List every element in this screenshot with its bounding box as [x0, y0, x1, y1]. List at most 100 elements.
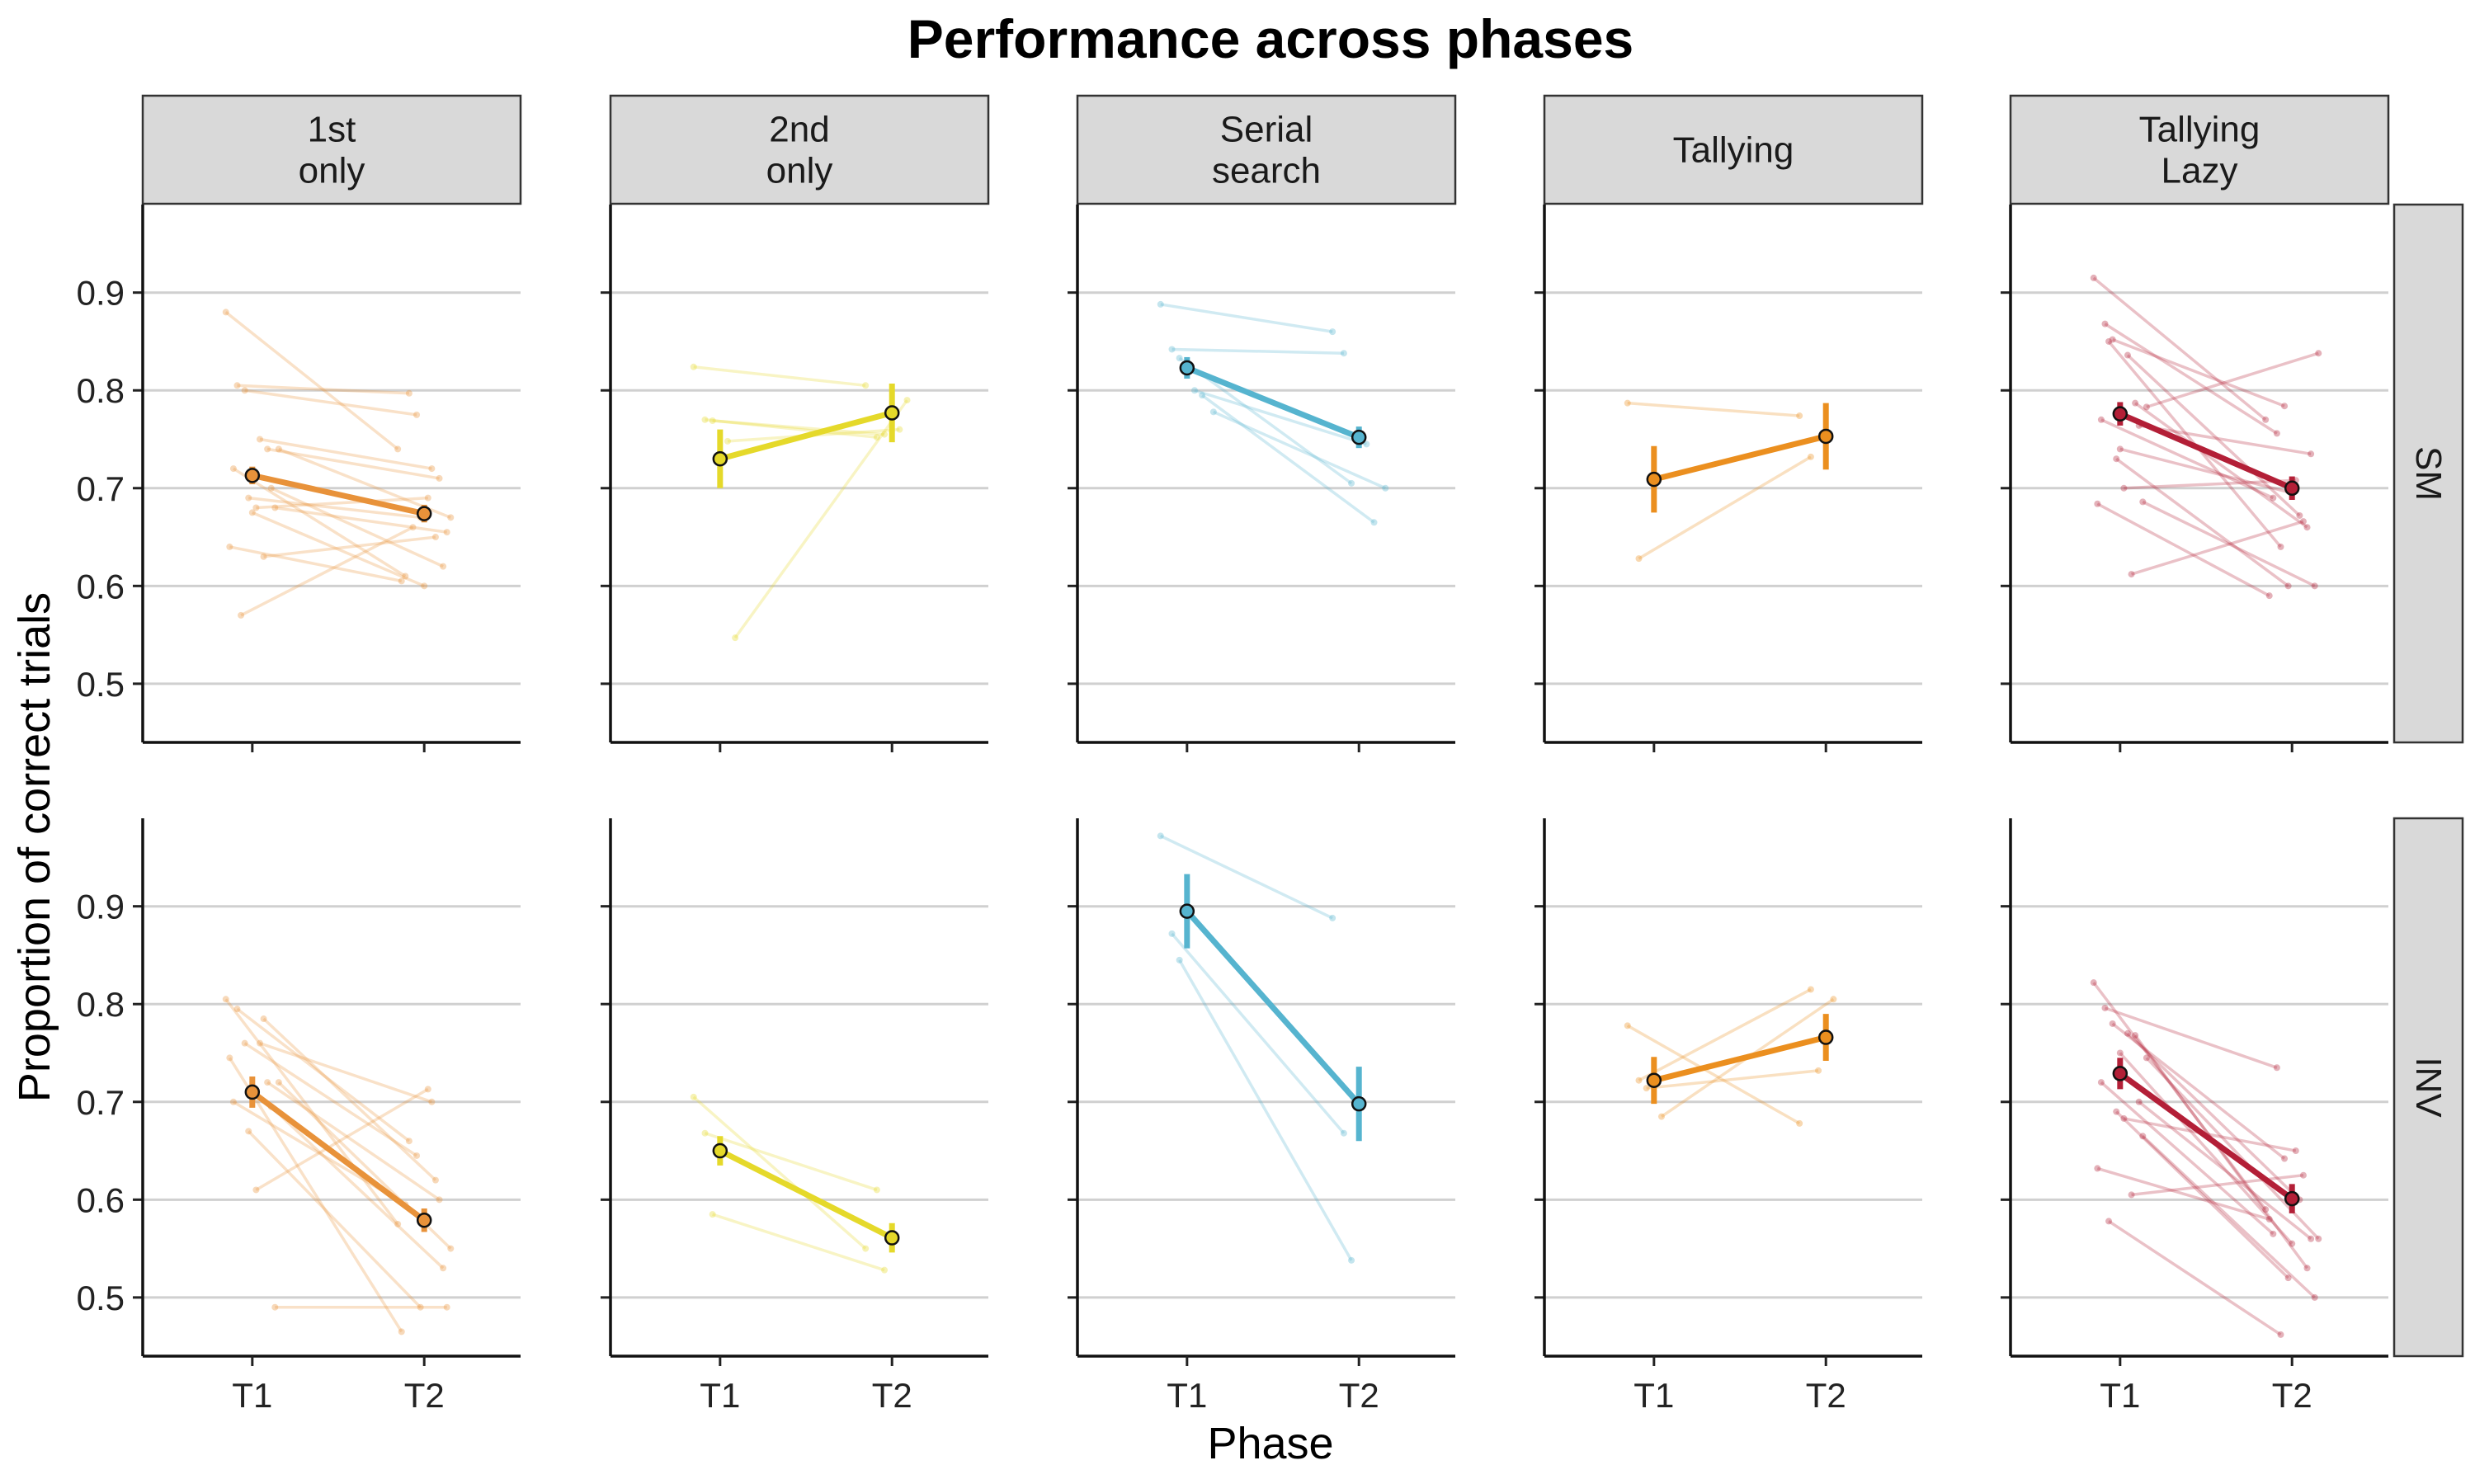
mean-point: [1646, 471, 1662, 488]
individual-point: [1796, 412, 1803, 420]
individual-point: [690, 363, 697, 370]
individual-point: [709, 417, 716, 424]
individual-line: [2100, 1081, 2275, 1236]
individual-point: [2311, 1293, 2318, 1301]
individual-line: [2131, 520, 2304, 576]
individual-line: [263, 535, 436, 558]
individual-point: [394, 1220, 402, 1227]
row-label-0: SM: [2408, 446, 2449, 501]
individual-point: [233, 382, 241, 389]
individual-point: [2281, 1155, 2289, 1162]
individual-point: [421, 582, 428, 590]
individual-point: [1624, 1022, 1631, 1029]
individual-point: [1168, 346, 1176, 353]
y-tick-label: 0.6: [77, 567, 125, 605]
facet-label-3: Tallying: [1673, 130, 1794, 171]
facet-strip-1: [609, 94, 990, 205]
individual-point: [1807, 986, 1814, 993]
individual-point: [229, 1098, 237, 1105]
individual-line: [693, 365, 866, 388]
individual-line: [2092, 276, 2267, 422]
facet-strip-0: [141, 94, 522, 205]
individual-point: [2101, 320, 2109, 327]
individual-point: [1815, 1067, 1822, 1074]
individual-point: [2143, 1054, 2150, 1062]
individual-line: [244, 389, 417, 417]
y-tick-label: 0.7: [77, 1083, 125, 1122]
individual-point: [2281, 403, 2289, 410]
individual-point: [440, 1265, 447, 1272]
individual-point: [2277, 1331, 2284, 1338]
individual-point: [424, 494, 431, 502]
individual-line: [229, 545, 403, 583]
individual-point: [1157, 832, 1164, 840]
mean-point: [1817, 428, 1834, 445]
individual-point: [436, 1196, 443, 1204]
individual-point: [2116, 445, 2124, 453]
individual-point: [2101, 1004, 2109, 1011]
individual-point: [2124, 1029, 2131, 1037]
individual-point: [873, 434, 880, 441]
individual-point: [2094, 1165, 2101, 1172]
individual-line: [1646, 1069, 1819, 1090]
individual-point: [2090, 979, 2097, 987]
individual-point: [2132, 399, 2139, 407]
individual-line: [1638, 455, 1812, 560]
individual-point: [241, 387, 248, 394]
mean-point: [244, 1084, 261, 1100]
individual-line: [237, 384, 409, 395]
mean-line: [2118, 1071, 2294, 1201]
individual-point: [405, 1138, 412, 1145]
individual-point: [2120, 484, 2128, 492]
individual-line: [262, 1017, 437, 1181]
individual-point: [2315, 1235, 2322, 1242]
y-tick-label: 0.8: [77, 985, 125, 1024]
x-tick-label: T2: [2272, 1376, 2312, 1415]
mean-point: [1817, 1029, 1834, 1045]
individual-line: [2092, 982, 2267, 1211]
individual-point: [241, 1039, 248, 1047]
individual-point: [256, 436, 263, 443]
individual-point: [248, 509, 256, 516]
facet-strip-2: [1076, 94, 1457, 205]
individual-point: [881, 1266, 889, 1274]
individual-line: [259, 1041, 432, 1104]
individual-point: [264, 445, 271, 453]
individual-line: [2104, 323, 2278, 435]
individual-point: [1348, 479, 1355, 487]
facet-label-1: 2nd only: [766, 110, 833, 191]
individual-point: [896, 426, 903, 433]
individual-line: [266, 447, 440, 480]
mean-point: [712, 1142, 728, 1159]
individual-line: [712, 1213, 885, 1272]
individual-point: [2273, 1064, 2280, 1072]
individual-point: [275, 445, 282, 453]
individual-line: [2142, 500, 2316, 587]
x-tick-label: T2: [1339, 1376, 1379, 1415]
individual-point: [2105, 1218, 2113, 1225]
individual-line: [2131, 1173, 2304, 1197]
individual-point: [2090, 274, 2097, 281]
individual-point: [2097, 1079, 2105, 1086]
y-tick-label: 0.6: [77, 1180, 125, 1219]
individual-line: [2100, 418, 2275, 500]
individual-point: [2132, 1032, 2139, 1039]
mean-line: [1186, 365, 1360, 440]
individual-point: [2105, 337, 2113, 345]
individual-line: [1160, 303, 1333, 333]
individual-point: [701, 416, 709, 423]
x-tick-label: T1: [1634, 1376, 1674, 1415]
individual-line: [252, 511, 425, 587]
individual-line: [2108, 1219, 2282, 1336]
individual-point: [447, 514, 455, 521]
individual-point: [1363, 440, 1370, 448]
individual-line: [2112, 337, 2285, 408]
x-tick-label: T2: [404, 1376, 445, 1415]
individual-line: [1172, 347, 1344, 355]
individual-point: [2128, 571, 2135, 578]
individual-point: [873, 1186, 880, 1194]
individual-point: [1176, 355, 1183, 362]
individual-point: [2143, 403, 2150, 411]
individual-point: [2128, 1191, 2135, 1199]
individual-point: [2296, 511, 2303, 519]
